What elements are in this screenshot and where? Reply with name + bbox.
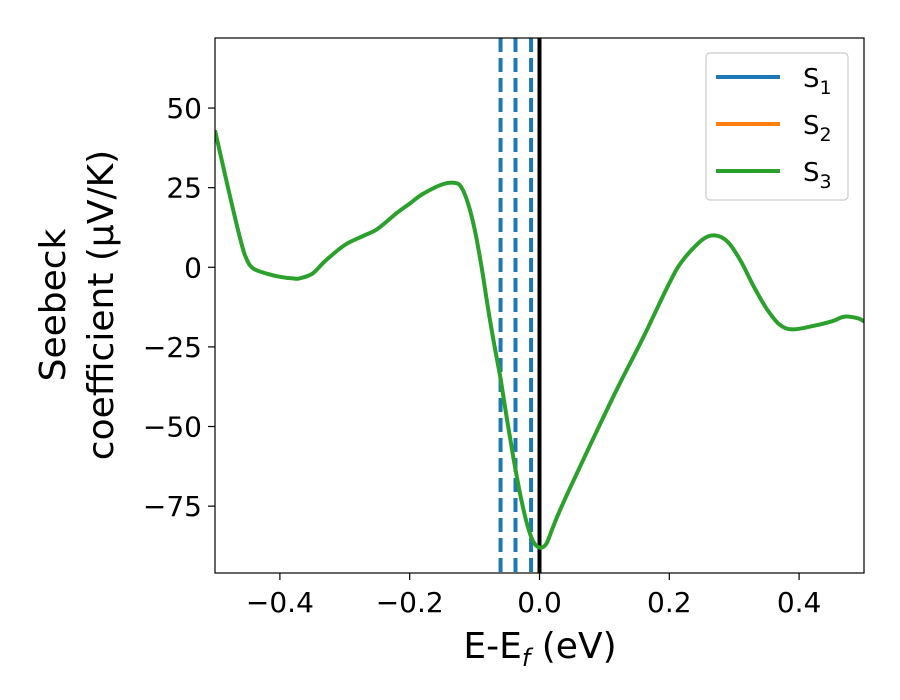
x-tick-label: −0.2 xyxy=(376,586,444,619)
y-axis-title-line2: coefficient (μV/K) xyxy=(81,150,122,460)
x-tick-label: −0.4 xyxy=(246,586,314,619)
y-tick-label: −25 xyxy=(143,331,202,364)
y-tick-label: −75 xyxy=(143,490,202,523)
x-tick-label: 0.0 xyxy=(517,586,562,619)
y-tick-label: 50 xyxy=(166,92,202,125)
x-axis-title-unit: (eV) xyxy=(530,626,616,667)
y-axis-title-line1: Seebeck xyxy=(33,228,74,381)
legend-label-s3: S3 xyxy=(803,158,832,193)
x-axis-title: E-Ef (eV) xyxy=(463,626,616,672)
y-tick-label: 0 xyxy=(184,251,202,284)
legend-label-s2: S2 xyxy=(803,111,832,146)
x-tick-label: 0.4 xyxy=(777,586,822,619)
series-line-s3 xyxy=(215,129,864,550)
x-tick-label: 0.2 xyxy=(647,586,692,619)
y-tick-label: 25 xyxy=(166,172,202,205)
legend-box xyxy=(705,52,849,201)
x-axis-title-main: E-E xyxy=(463,626,521,667)
legend-label-s1: S1 xyxy=(803,64,832,99)
y-tick-label: −50 xyxy=(143,411,202,444)
